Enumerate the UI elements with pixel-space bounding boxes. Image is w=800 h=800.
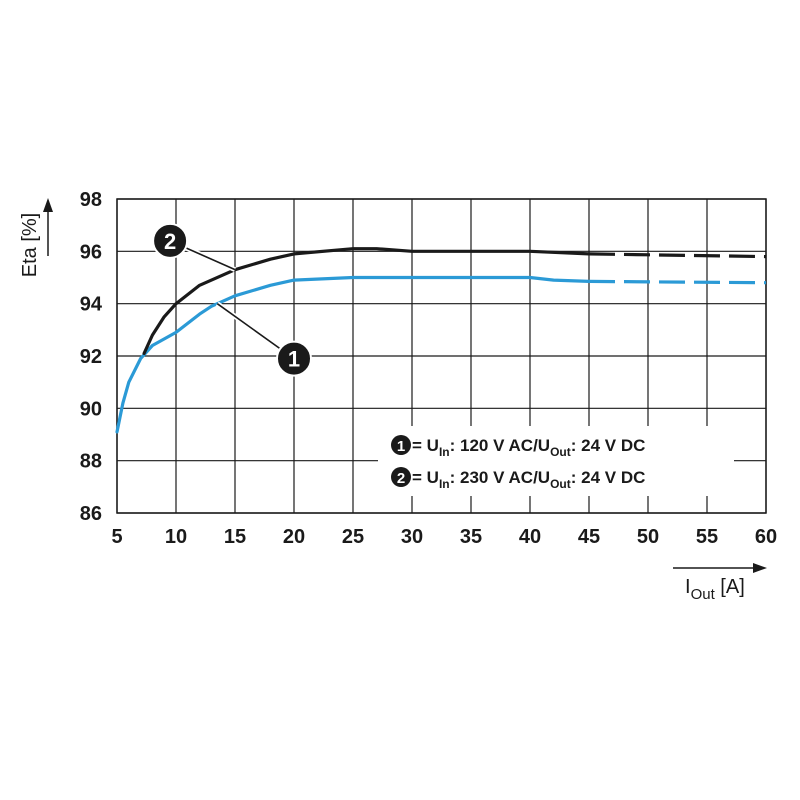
- y-tick-label-86: 86: [80, 503, 102, 525]
- y-tick-label-90: 90: [80, 398, 102, 420]
- badge-1-label: 1: [288, 347, 300, 372]
- legend-item-2: 2 = UIn: 230 V AC/UOut: 24 V DC: [391, 467, 645, 491]
- x-tick-label-10: 10: [165, 526, 187, 548]
- legend-badge-1-label: 1: [397, 438, 405, 455]
- series-1-dashed-line: [588, 279, 767, 285]
- legend-item-1: 1 = UIn: 120 V AC/UOut: 24 V DC: [391, 435, 645, 459]
- x-tick-label-35: 35: [460, 526, 482, 548]
- x-tick-label-55: 55: [696, 526, 718, 548]
- tick-labels: 5 10 15 20 25 30 35 40 45 50 55 60 86 88 90 92 94 96 98: [80, 189, 777, 548]
- x-tick-label-20: 20: [283, 526, 305, 548]
- legend-background: [378, 426, 734, 496]
- x-tick-label-45: 45: [578, 526, 600, 548]
- y-tick-label-96: 96: [80, 241, 102, 263]
- series: [115, 247, 767, 434]
- y-tick-label-94: 94: [80, 294, 103, 316]
- badge-2: [152, 222, 189, 259]
- x-tick-label-30: 30: [401, 526, 423, 548]
- y-axis-arrow-icon: [43, 198, 53, 212]
- y-axis-title-group: Eta [%]: [19, 198, 53, 277]
- series-2-dashed-line: [588, 252, 767, 259]
- legend-item-2-text: = UIn: 230 V AC/UOut: 24 V DC: [412, 468, 645, 491]
- series-1-line: [115, 275, 591, 434]
- legend-item-1-text: = UIn: 120 V AC/UOut: 24 V DC: [412, 436, 645, 459]
- y-tick-label-98: 98: [80, 189, 102, 211]
- legend-badge-2-label: 2: [397, 470, 405, 487]
- x-tick-label-25: 25: [342, 526, 364, 548]
- badge-2-label: 2: [164, 229, 176, 254]
- x-tick-label-50: 50: [637, 526, 659, 548]
- x-tick-label-5: 5: [111, 526, 122, 548]
- y-axis-title: Eta [%]: [19, 213, 41, 277]
- legend: 1 = UIn: 120 V AC/UOut: 24 V DC 2 = UIn:…: [378, 426, 734, 496]
- series-2-line: [142, 247, 591, 355]
- badge-1: [276, 340, 312, 377]
- series-badges: 12: [152, 222, 312, 377]
- x-tick-label-15: 15: [224, 526, 246, 548]
- plot-frame: [116, 198, 767, 514]
- y-tick-label-88: 88: [80, 451, 102, 473]
- legend-badge-2: [391, 467, 411, 487]
- x-tick-label-60: 60: [755, 526, 777, 548]
- x-tick-label-40: 40: [519, 526, 541, 548]
- x-axis-arrow-icon: [753, 563, 767, 573]
- x-axis-title-group: IOut [A]: [673, 563, 767, 603]
- legend-badge-1: [391, 435, 411, 455]
- x-axis-title: IOut [A]: [685, 576, 745, 603]
- y-tick-label-92: 92: [80, 346, 102, 368]
